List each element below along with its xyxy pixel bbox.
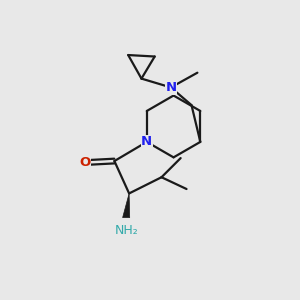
Text: O: O xyxy=(79,156,91,169)
Text: NH₂: NH₂ xyxy=(114,224,138,237)
Polygon shape xyxy=(123,194,130,218)
Text: N: N xyxy=(141,135,152,148)
Text: N: N xyxy=(165,81,176,94)
